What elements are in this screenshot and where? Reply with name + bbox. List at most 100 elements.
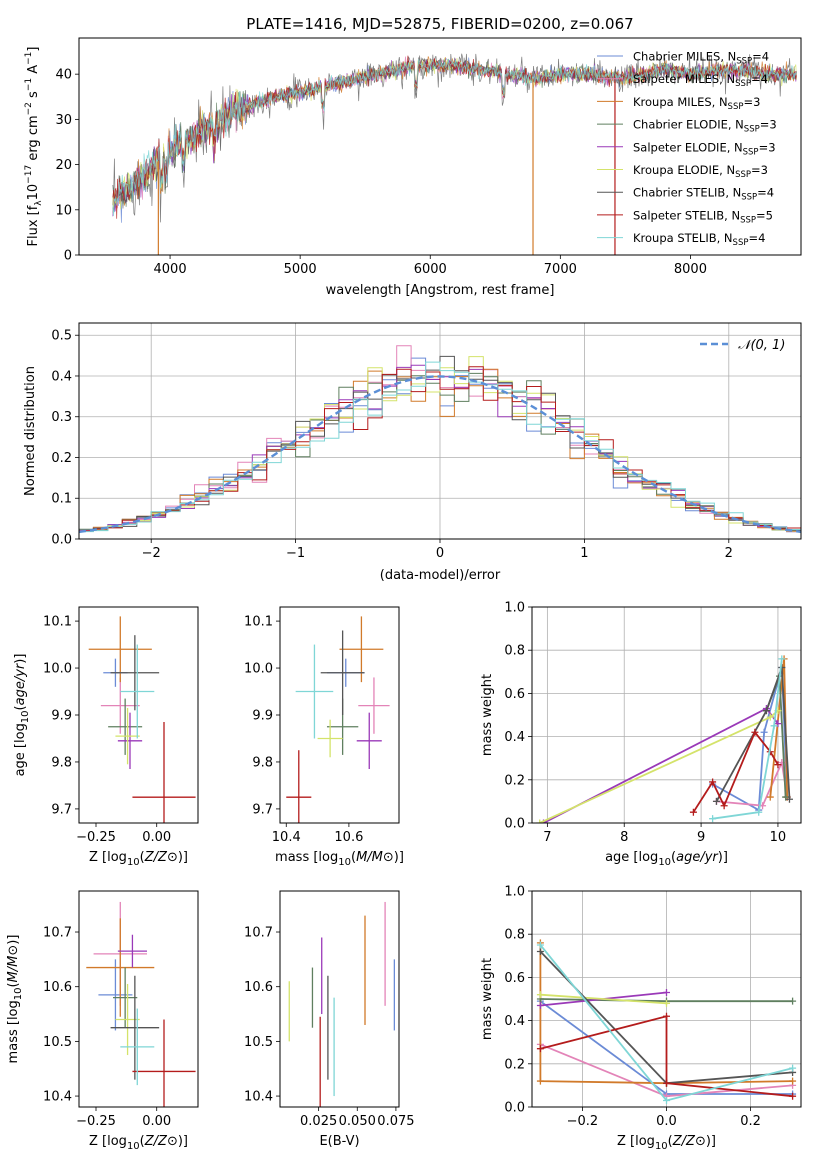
plot-area — [112, 53, 797, 255]
panel-age_vs_mass: 10.4 10.6 9.7 9.8 9.9 10.0 10.1 mass [log10(M/M… — [244, 606, 404, 868]
weight-point-marker — [536, 1045, 544, 1053]
weight-point-marker — [755, 808, 763, 816]
weight-series-line — [539, 942, 793, 1085]
axes-frame — [78, 606, 199, 824]
y-tick-label: 10.5 — [244, 1035, 273, 1050]
y-tick-label: 9.9 — [51, 709, 72, 724]
weight-point-marker — [712, 797, 720, 805]
legend-model-name: Kroupa MILES, N — [633, 95, 728, 109]
y-tick-label: 30 — [55, 113, 72, 128]
normal-reference-curve — [79, 375, 801, 534]
panel-residuals: −2 −1 0 1 2 0.0 0.1 0.2 0.3 0.4 0.5 (data-model)/er… — [23, 322, 802, 583]
y-tick-label: 10.4 — [43, 1090, 72, 1105]
y-axis-label: age [log10(age/yr)] — [13, 654, 31, 777]
legend-nssp: =4 — [752, 50, 769, 64]
weight-point-marker — [720, 802, 728, 810]
plot-area — [536, 655, 793, 823]
label-part: M/M⊙ — [356, 850, 394, 865]
plot-area — [536, 939, 797, 1105]
weight-series-line — [540, 1015, 793, 1098]
label-part: ( — [668, 1134, 673, 1149]
legend-entry: Kroupa ELODIE, NSSP=3 — [633, 163, 768, 180]
weight-point-marker — [663, 999, 670, 1007]
y-tick-label: 9.7 — [252, 802, 273, 817]
legend-nssp: =4 — [757, 186, 774, 200]
x-tick-label: 10.6 — [334, 830, 363, 845]
legend-model-name: Salpeter STELIB, N — [633, 208, 740, 222]
legend-model-name: Chabrier STELIB, N — [633, 186, 741, 200]
x-tick-label: 10 — [770, 830, 787, 845]
histogram-step-line — [79, 361, 801, 534]
weight-point-marker — [663, 1097, 670, 1105]
x-tick-label: −0.25 — [76, 1114, 116, 1129]
label-subscript: 10 — [127, 857, 140, 868]
legend-model-name: Kroupa STELIB, N — [633, 231, 733, 245]
label-subscript: 10 — [20, 710, 31, 723]
legend-nssp: =4 — [751, 72, 768, 86]
label-part: M/M⊙ — [6, 945, 21, 983]
y-tick-label: 10.4 — [244, 1090, 273, 1105]
legend-subscript: SSP — [740, 215, 756, 225]
legend-model-name: Kroupa ELODIE, N — [633, 163, 735, 177]
x-tick-label: 0.075 — [377, 1114, 414, 1129]
x-tick-label: 5000 — [284, 262, 317, 277]
x-tick-label: 1 — [580, 546, 588, 561]
label-part: )] — [178, 1134, 188, 1149]
weight-point-marker — [663, 1079, 670, 1087]
spectrum-model-line — [112, 57, 797, 212]
x-tick-label: 0.00 — [142, 1114, 171, 1129]
axes-frame — [531, 890, 802, 1108]
weight-point-marker — [536, 941, 544, 949]
weight-series-line — [539, 710, 779, 823]
panel-age_vs_Z: −0.25 0.009.79.89.910.010.1Z [log10(Z/Z⊙)… — [13, 606, 199, 868]
weight-point-marker — [766, 793, 774, 801]
label-part: )] — [178, 850, 188, 865]
weight-series-line — [712, 658, 783, 820]
weight-point-marker — [789, 1064, 797, 1072]
y-tick-label: 10.5 — [43, 1035, 72, 1050]
x-tick-label: 8000 — [674, 262, 707, 277]
x-tick-label: 10.4 — [272, 830, 301, 845]
y-axis-label-part: erg cm — [26, 115, 41, 164]
figure-title: PLATE=1416, MJD=52875, FIBERID=0200, z=0… — [246, 15, 633, 33]
x-axis-label: Z [log10(Z/Z⊙)] — [89, 1134, 188, 1152]
label-part: ( — [140, 1134, 145, 1149]
weight-point-marker — [536, 947, 544, 955]
weight-point-marker — [770, 722, 778, 730]
y-tick-label: 0.0 — [51, 533, 72, 548]
y-axis-label: mass weight — [480, 674, 495, 756]
legend-nssp: =3 — [760, 118, 777, 132]
y-tick-label: 0.4 — [51, 369, 72, 384]
x-axis-label: Z [log10(Z/Z⊙)] — [617, 1134, 716, 1152]
plot-area — [86, 901, 196, 1107]
plot-area — [88, 616, 196, 823]
x-tick-label: −1 — [286, 546, 305, 561]
label-part: )] — [706, 1134, 716, 1149]
x-tick-label: 0.0 — [656, 1114, 677, 1129]
x-tick-label: 0.025 — [300, 1114, 337, 1129]
axes-frame — [279, 606, 400, 824]
label-part: )] — [394, 850, 404, 865]
y-tick-label: 0.2 — [51, 451, 72, 466]
y-tick-label: 9.8 — [51, 755, 72, 770]
label-subscript: 10 — [13, 988, 24, 1001]
weight-point-marker — [766, 713, 774, 721]
x-axis-label: (data-model)/error — [380, 568, 501, 583]
weight-point-marker — [789, 997, 797, 1005]
y-axis-label-part: λ — [34, 200, 44, 206]
x-tick-label: 8 — [620, 830, 628, 845]
legend-subscript: SSP — [741, 193, 757, 203]
weight-point-marker — [774, 720, 782, 728]
legend-subscript: SSP — [728, 102, 744, 112]
label-part: Z [log — [617, 1134, 655, 1149]
label-part: )] — [718, 850, 728, 865]
y-tick-label: 0.2 — [504, 773, 525, 788]
label-subscript: 10 — [127, 1141, 140, 1152]
y-tick-label: 0.0 — [504, 1101, 525, 1116]
y-tick-label: 10.7 — [43, 926, 72, 941]
y-axis-label-part: A — [26, 65, 41, 78]
axes-frame — [531, 606, 802, 824]
axes-frame — [78, 322, 802, 540]
y-axis-label-part: s — [26, 91, 41, 102]
